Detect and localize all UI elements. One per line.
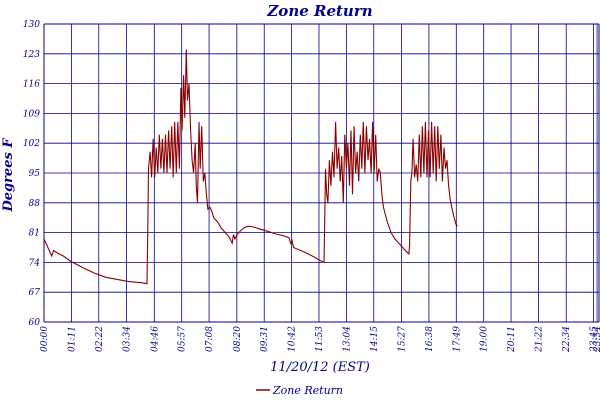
x-tick-label: 15:27 bbox=[398, 326, 408, 352]
x-tick-label: 22:34 bbox=[562, 326, 572, 353]
x-axis-ticks: 00:00 01:11 02:22 03:34 04:46 05:57 07:08 08:20… bbox=[40, 326, 600, 353]
y-axis-ticks: 60 67 74 81 88 95 102 109 116 123 130 bbox=[23, 20, 40, 328]
x-tick-label: 09:31 bbox=[260, 326, 270, 352]
x-tick-label: 21:22 bbox=[534, 326, 544, 353]
x-tick-label: 17:49 bbox=[452, 326, 462, 352]
x-tick-label: 13:04 bbox=[342, 326, 352, 352]
x-axis-label: 11/20/12 (EST) bbox=[270, 360, 370, 375]
y-tick-label: 60 bbox=[29, 318, 41, 328]
chart-title: Zone Return bbox=[266, 2, 372, 20]
legend-label: Zone Return bbox=[272, 384, 343, 397]
y-axis-label: Degrees F bbox=[1, 138, 16, 213]
x-tick-label: 08:20 bbox=[233, 326, 243, 352]
x-tick-label: 10:42 bbox=[288, 326, 298, 352]
series-line-zone-return bbox=[43, 49, 458, 285]
y-tick-label: 74 bbox=[29, 258, 41, 268]
x-tick-label: 14:15 bbox=[370, 326, 380, 352]
x-tick-label: 02:22 bbox=[95, 326, 105, 352]
y-tick-label: 95 bbox=[29, 169, 41, 179]
y-tick-label: 116 bbox=[23, 80, 40, 90]
y-tick-label: 67 bbox=[29, 288, 41, 298]
x-tick-label: 20:11 bbox=[507, 326, 517, 353]
y-tick-label: 81 bbox=[29, 229, 40, 239]
x-tick-label: 07:08 bbox=[205, 326, 215, 352]
y-tick-label: 130 bbox=[23, 20, 40, 30]
x-tick-label: 00:00 bbox=[40, 326, 50, 352]
x-tick-label: 23:54 bbox=[593, 326, 600, 353]
chart-grid bbox=[43, 23, 600, 323]
y-tick-label: 109 bbox=[23, 109, 40, 119]
y-tick-label: 123 bbox=[23, 50, 40, 60]
x-tick-label: 03:34 bbox=[123, 326, 133, 352]
x-tick-label: 04:46 bbox=[150, 326, 160, 352]
x-tick-label: 05:57 bbox=[178, 326, 188, 352]
y-tick-label: 88 bbox=[29, 199, 41, 209]
x-tick-label: 11:53 bbox=[315, 326, 325, 352]
y-tick-label: 102 bbox=[23, 139, 40, 149]
x-tick-label: 19:00 bbox=[480, 326, 490, 352]
x-tick-label: 23:45 bbox=[590, 326, 600, 353]
x-tick-label: 01:11 bbox=[67, 326, 77, 352]
x-tick-label: 16:38 bbox=[425, 326, 435, 352]
